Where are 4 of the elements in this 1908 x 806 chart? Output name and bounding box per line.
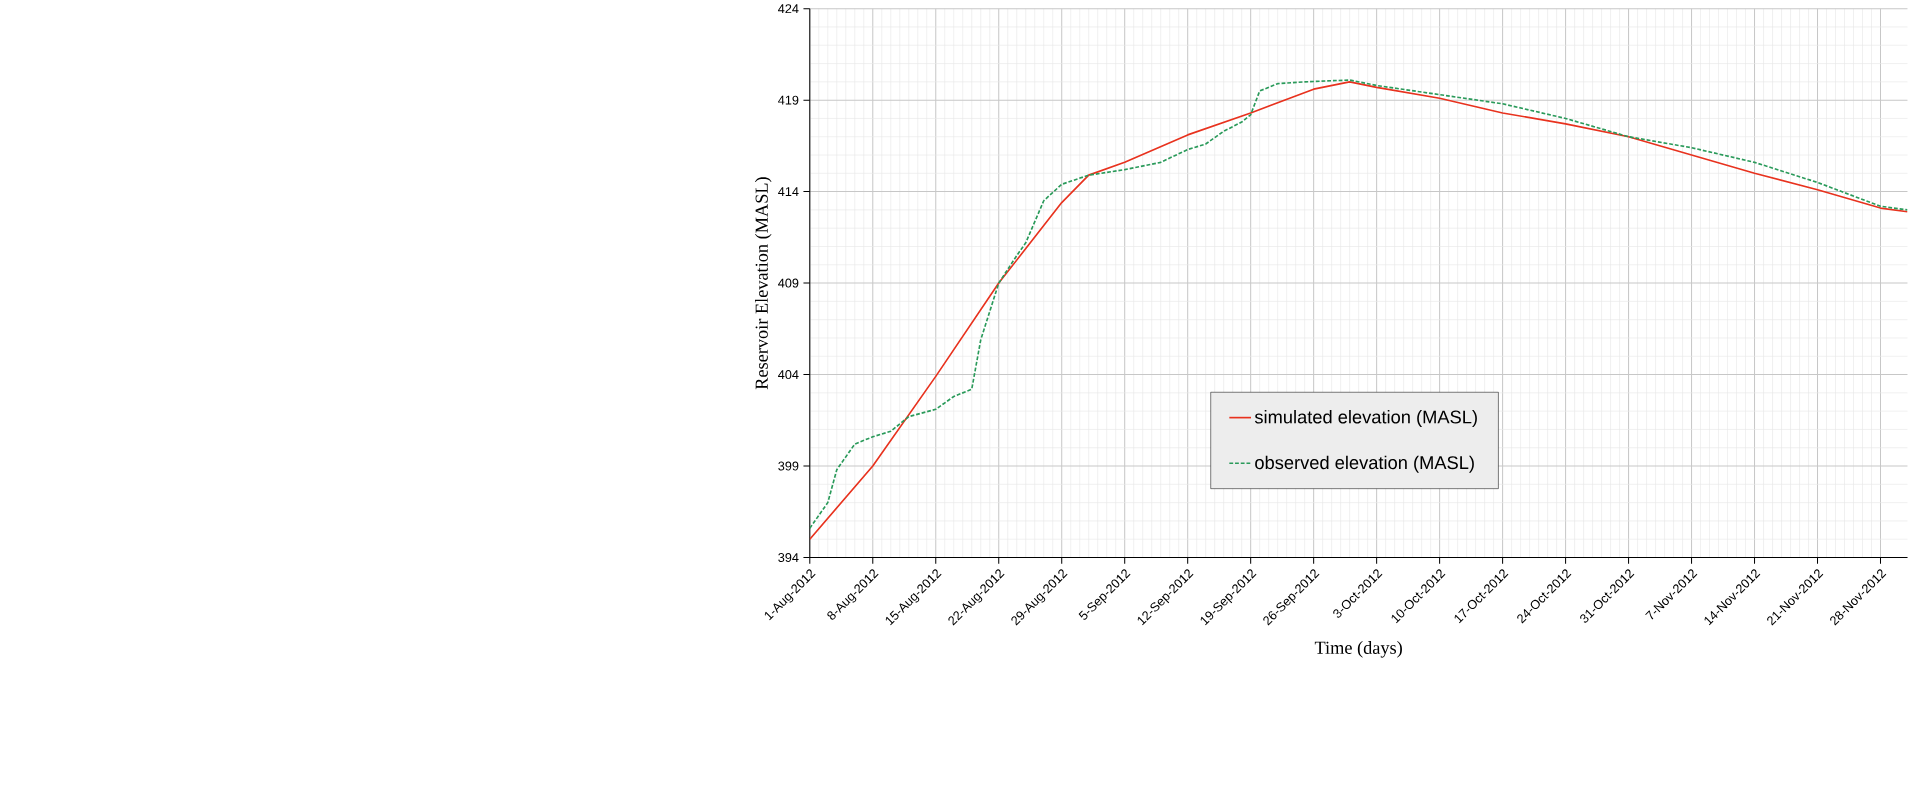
x-axis-title: Time (days) (1314, 640, 1402, 658)
legend-label: observed elevation (MASL) (1255, 455, 1474, 473)
legend-label: simulated elevation (MASL) (1254, 409, 1477, 427)
y-axis-title: Reservoir Elevation (MASL) (754, 177, 772, 390)
